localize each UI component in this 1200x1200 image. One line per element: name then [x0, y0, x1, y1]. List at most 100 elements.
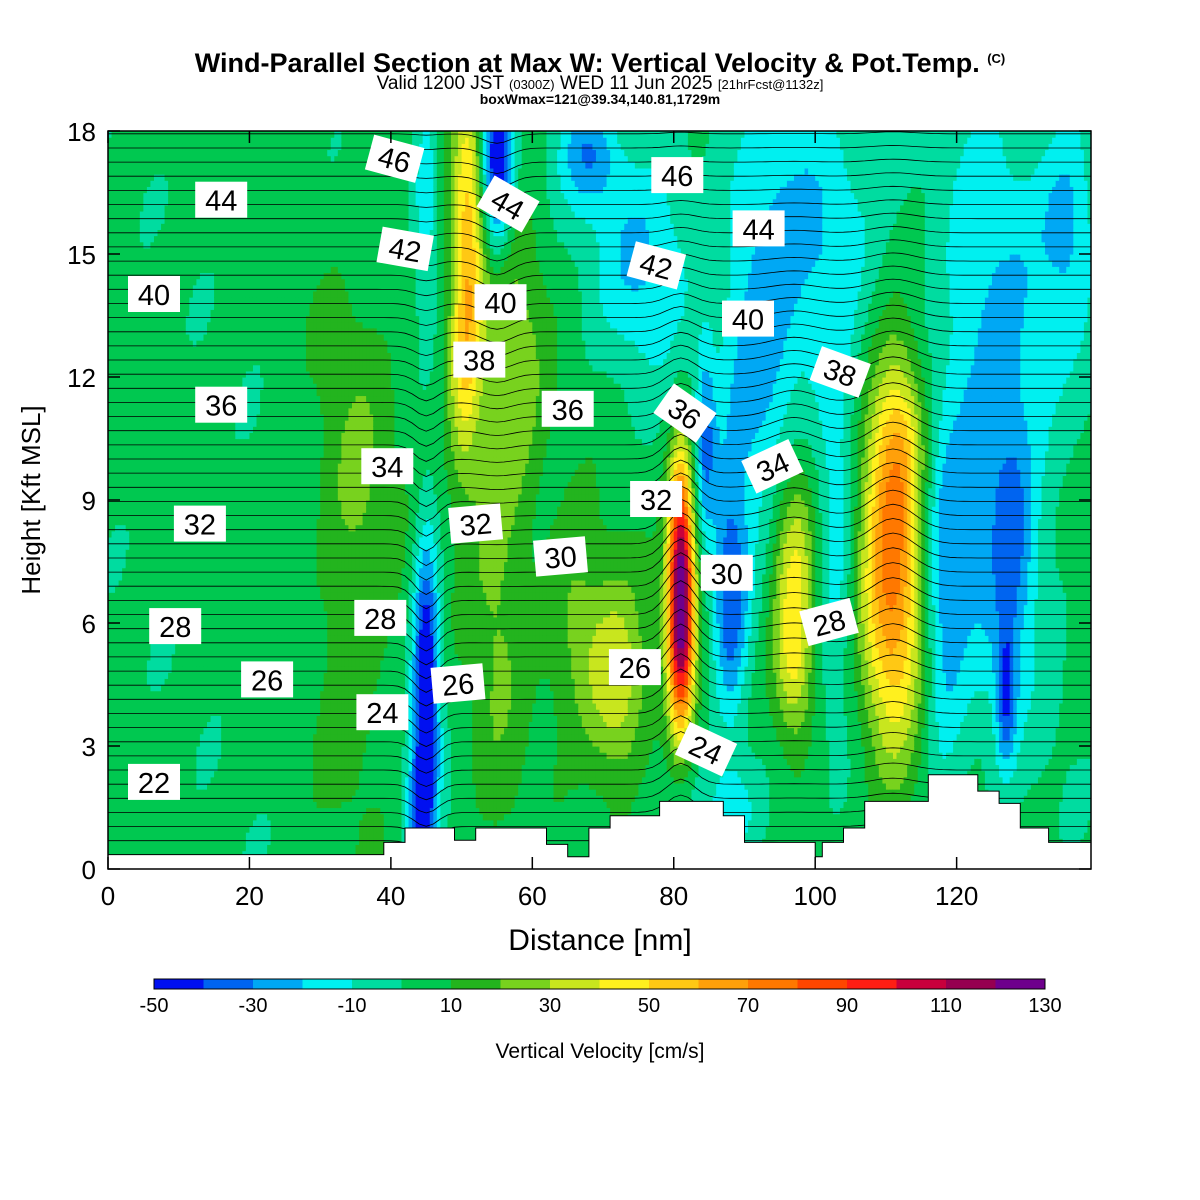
- field-cell: [129, 697, 133, 704]
- field-cell: [129, 131, 133, 138]
- field-cell: [140, 211, 144, 218]
- field-cell: [126, 162, 130, 169]
- field-cell: [143, 728, 147, 735]
- field-cell: [133, 691, 137, 698]
- field-cell: [140, 814, 144, 821]
- field-cell: [129, 844, 133, 851]
- field-cell: [112, 531, 116, 538]
- field-cell: [112, 838, 116, 845]
- field-cell: [122, 691, 126, 698]
- field-cell: [140, 617, 144, 624]
- field-cell: [133, 525, 137, 532]
- field-cell: [136, 174, 140, 181]
- field-cell: [119, 426, 123, 433]
- field-cell: [133, 463, 137, 470]
- field-cell: [119, 420, 123, 427]
- field-cell: [126, 721, 130, 728]
- field-cell: [129, 156, 133, 163]
- field-cell: [140, 223, 144, 230]
- field-cell: [115, 537, 119, 544]
- field-cell: [133, 678, 137, 685]
- field-cell: [140, 266, 144, 273]
- field-cell: [119, 801, 123, 808]
- field-cell: [136, 525, 140, 532]
- field-cell: [129, 316, 133, 323]
- field-cell: [122, 445, 126, 452]
- field-cell: [119, 131, 123, 138]
- field-cell: [140, 820, 144, 827]
- field-cell: [122, 506, 126, 513]
- field-cell: [122, 475, 126, 482]
- field-cell: [133, 211, 137, 218]
- field-cell: [140, 193, 144, 200]
- field-cell: [136, 463, 140, 470]
- field-cell: [129, 137, 133, 144]
- field-cell: [126, 475, 130, 482]
- field-cell: [115, 525, 119, 532]
- field-cell: [122, 346, 126, 353]
- field-cell: [133, 180, 137, 187]
- field-cell: [140, 408, 144, 415]
- field-cell: [115, 297, 119, 304]
- field-cell: [129, 383, 133, 390]
- field-cell: [122, 131, 126, 138]
- field-cell: [129, 820, 133, 827]
- field-cell: [133, 844, 137, 851]
- field-cell: [126, 518, 130, 525]
- field-cell: [112, 771, 116, 778]
- field-cell: [136, 518, 140, 525]
- field-cell: [140, 549, 144, 556]
- field-cell: [126, 598, 130, 605]
- field-cell: [122, 426, 126, 433]
- field-cell: [119, 309, 123, 316]
- field-cell: [115, 518, 119, 525]
- field-cell: [129, 162, 133, 169]
- field-cell: [119, 236, 123, 243]
- field-cell: [140, 162, 144, 169]
- field-cell: [122, 211, 126, 218]
- field-cell: [122, 629, 126, 636]
- field-cell: [119, 457, 123, 464]
- field-cell: [122, 709, 126, 716]
- field-cell: [140, 254, 144, 261]
- field-cell: [119, 223, 123, 230]
- field-cell: [136, 574, 140, 581]
- field-cell: [136, 605, 140, 612]
- field-cell: [119, 149, 123, 156]
- field-cell: [140, 475, 144, 482]
- field-cell: [119, 789, 123, 796]
- field-cell: [112, 352, 116, 359]
- field-cell: [122, 728, 126, 735]
- field-cell: [140, 377, 144, 384]
- field-cell: [129, 414, 133, 421]
- field-cell: [122, 838, 126, 845]
- field-cell: [115, 777, 119, 784]
- field-cell: [119, 691, 123, 698]
- field-cell: [115, 395, 119, 402]
- field-cell: [129, 648, 133, 655]
- field-cell: [143, 808, 147, 815]
- field-cell: [126, 389, 130, 396]
- field-cell: [133, 457, 137, 464]
- field-cell: [112, 598, 116, 605]
- field-cell: [122, 266, 126, 273]
- field-cell: [129, 180, 133, 187]
- field-cell: [115, 291, 119, 298]
- field-cell: [133, 703, 137, 710]
- field-cell: [129, 838, 133, 845]
- field-cell: [115, 598, 119, 605]
- field-cell: [126, 537, 130, 544]
- field-cell: [136, 223, 140, 230]
- field-cell: [140, 611, 144, 618]
- field-cell: [112, 820, 116, 827]
- field-cell: [112, 389, 116, 396]
- field-cell: [133, 838, 137, 845]
- field-cell: [129, 242, 133, 249]
- field-cell: [115, 746, 119, 753]
- field-cell: [136, 377, 140, 384]
- field-cell: [136, 703, 140, 710]
- field-cell: [140, 537, 144, 544]
- field-cell: [136, 162, 140, 169]
- field-cell: [126, 426, 130, 433]
- field-cell: [140, 149, 144, 156]
